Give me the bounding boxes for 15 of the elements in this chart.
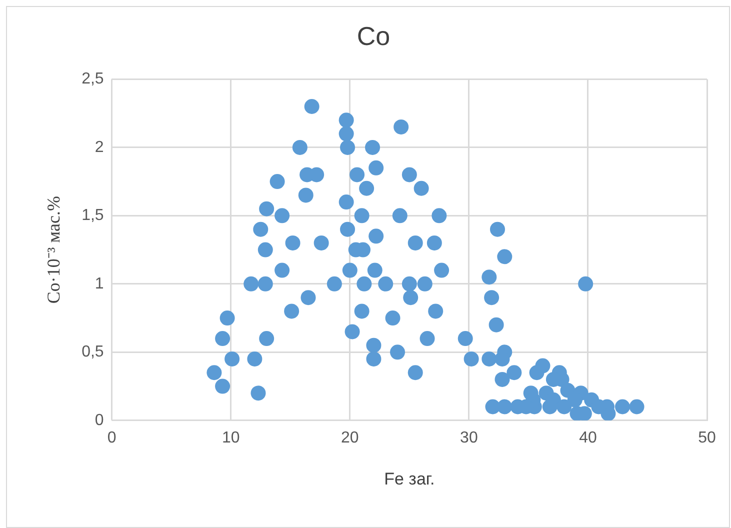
x-tick-label: 0 [107,429,116,446]
x-tick-label: 40 [579,429,597,446]
y-axis-title: Co·10⁻³ мас.% [44,196,64,304]
y-tick-label: 0 [94,412,104,429]
x-axis-title: Fe заг. [384,469,435,488]
y-tick-label: 1,5 [82,207,104,224]
y-tick-label: 0,5 [82,344,104,361]
x-tick-label: 10 [222,429,240,446]
x-tick-label: 20 [341,429,359,446]
y-tick-label: 2 [94,138,104,156]
x-tick-label: 50 [698,429,716,446]
x-tick-label: 30 [460,429,478,446]
y-tick-label: 1 [94,275,104,292]
y-tick-label: 2,5 [82,70,104,88]
chart-title: Co [356,20,390,51]
